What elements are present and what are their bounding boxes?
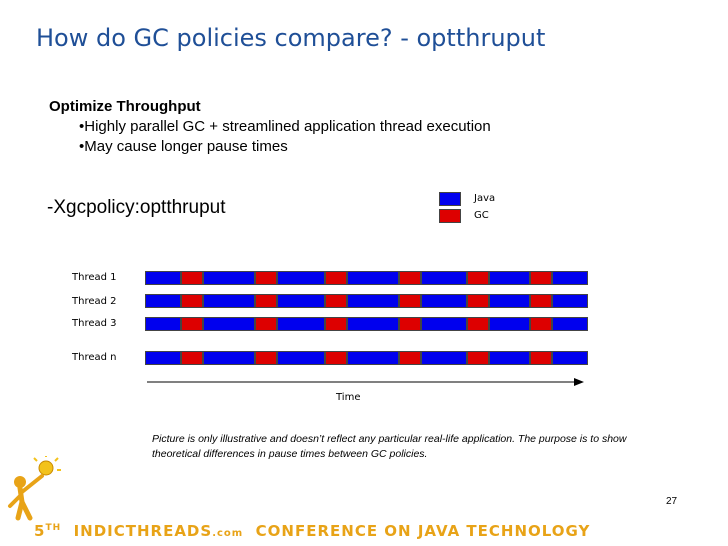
java-execution-segment	[552, 271, 588, 285]
java-execution-segment	[277, 317, 325, 331]
gc-pause-segment	[181, 351, 203, 365]
gc-pause-segment	[255, 271, 277, 285]
java-execution-segment	[277, 294, 325, 308]
thread-timeline-bar	[145, 351, 588, 365]
gc-pause-segment	[467, 271, 489, 285]
gc-pause-segment	[181, 317, 203, 331]
java-execution-segment	[145, 294, 181, 308]
java-execution-segment	[277, 271, 325, 285]
legend-gc-swatch	[439, 209, 461, 223]
java-execution-segment	[489, 317, 530, 331]
thread-label: Thread 2	[72, 296, 117, 307]
java-execution-segment	[421, 294, 467, 308]
gc-pause-segment	[530, 271, 552, 285]
conference-footer: 5TH INDICTHREADS.com CONFERENCE ON JAVA …	[34, 522, 590, 540]
thread-timeline-bar	[145, 294, 588, 308]
legend-gc-label: GC	[474, 210, 489, 221]
bullet-item: May cause longer pause times	[79, 137, 491, 157]
thread-timeline-bar	[145, 271, 588, 285]
bullet-item: Highly parallel GC + streamlined applica…	[79, 117, 490, 137]
gc-pause-segment	[467, 351, 489, 365]
java-execution-segment	[489, 294, 530, 308]
gc-pause-segment	[399, 351, 421, 365]
gc-pause-segment	[255, 351, 277, 365]
gc-pause-segment	[255, 294, 277, 308]
java-execution-segment	[145, 351, 181, 365]
footer-suffix: TH	[45, 523, 62, 533]
gc-pause-segment	[530, 294, 552, 308]
lightbulb-mascot-icon	[8, 456, 61, 521]
gc-pause-segment	[325, 351, 347, 365]
thread-timeline-bar	[145, 317, 588, 331]
java-execution-segment	[203, 351, 255, 365]
java-execution-segment	[145, 271, 181, 285]
gc-pause-segment	[467, 317, 489, 331]
gc-pause-segment	[530, 317, 552, 331]
disclaimer-note: Picture is only illustrative and doesn’t…	[152, 433, 627, 460]
page-number: 27	[666, 496, 678, 507]
java-execution-segment	[421, 351, 467, 365]
gc-pause-segment	[325, 294, 347, 308]
java-execution-segment	[203, 317, 255, 331]
footer-brand-suffix: .com	[212, 528, 244, 539]
java-execution-segment	[552, 351, 588, 365]
bullet-list: Highly parallel GC + streamlined applica…	[79, 117, 491, 157]
thread-label: Thread 1	[72, 272, 117, 283]
java-execution-segment	[145, 317, 181, 331]
java-execution-segment	[552, 317, 588, 331]
java-execution-segment	[203, 271, 255, 285]
gc-pause-segment	[181, 294, 203, 308]
java-execution-segment	[489, 271, 530, 285]
slide-title: How do GC policies compare? - optthruput	[36, 24, 546, 52]
java-execution-segment	[277, 351, 325, 365]
gc-pause-segment	[399, 271, 421, 285]
thread-label: Thread n	[72, 352, 117, 363]
java-execution-segment	[203, 294, 255, 308]
time-axis-label: Time	[336, 392, 361, 403]
java-execution-segment	[347, 317, 399, 331]
java-execution-segment	[347, 271, 399, 285]
gc-pause-segment	[399, 317, 421, 331]
footer-number: 5	[34, 522, 46, 540]
section-heading: Optimize Throughput	[49, 98, 201, 115]
gc-pause-segment	[181, 271, 203, 285]
gc-pause-segment	[399, 294, 421, 308]
java-execution-segment	[489, 351, 530, 365]
java-execution-segment	[421, 317, 467, 331]
java-execution-segment	[421, 271, 467, 285]
java-execution-segment	[552, 294, 588, 308]
gc-pause-segment	[325, 271, 347, 285]
legend-java-label: Java	[474, 193, 496, 204]
footer-text: CONFERENCE ON JAVA TECHNOLOGY	[255, 522, 591, 540]
gc-pause-segment	[467, 294, 489, 308]
gc-pause-segment	[325, 317, 347, 331]
java-execution-segment	[347, 294, 399, 308]
gc-pause-segment	[530, 351, 552, 365]
footer-brand: INDICTHREADS	[73, 522, 213, 540]
gc-policy-option: -Xgcpolicy:optthruput	[47, 197, 226, 218]
java-execution-segment	[347, 351, 399, 365]
gc-pause-segment	[255, 317, 277, 331]
legend-java-swatch	[439, 192, 461, 206]
thread-label: Thread 3	[72, 318, 117, 329]
